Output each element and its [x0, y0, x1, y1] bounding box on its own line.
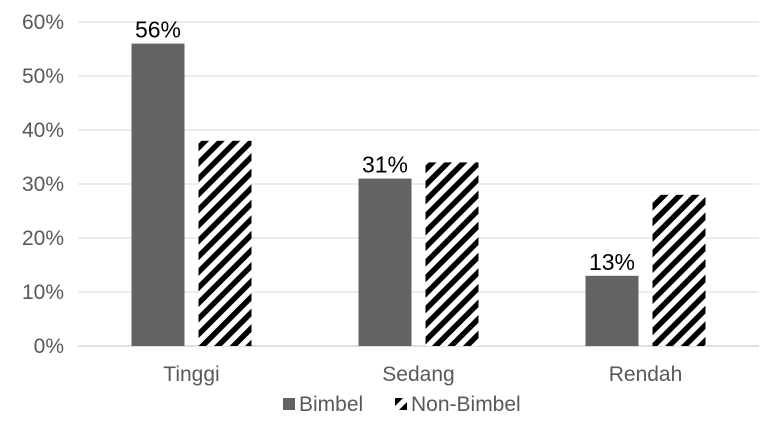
bar-bimbel — [131, 43, 185, 346]
data-label: 13% — [589, 249, 635, 275]
bar-non-bimbel — [198, 140, 252, 346]
y-tick-label: 30% — [22, 173, 64, 196]
legend-swatch-non-bimbel — [395, 398, 407, 410]
y-tick-label: 40% — [22, 119, 64, 142]
y-tick-label: 60% — [22, 11, 64, 34]
legend-swatch-bimbel — [283, 398, 295, 410]
bar-non-bimbel — [425, 162, 479, 346]
data-label: 31% — [362, 152, 408, 178]
bar-non-bimbel — [652, 194, 706, 346]
x-axis-categories: Tinggi Sedang Rendah — [163, 363, 682, 386]
bar-bimbel — [358, 178, 412, 346]
category-label: Rendah — [609, 363, 683, 386]
legend: Bimbel Non-Bimbel — [283, 393, 521, 416]
bars — [131, 43, 706, 346]
data-label: 56% — [135, 17, 181, 43]
bar-bimbel — [585, 275, 639, 346]
y-tick-label: 10% — [22, 281, 64, 304]
y-tick-label: 20% — [22, 227, 64, 250]
y-tick-label: 0% — [34, 335, 64, 358]
legend-label-bimbel: Bimbel — [299, 393, 363, 416]
legend-label-non-bimbel: Non-Bimbel — [411, 393, 521, 416]
y-axis-ticks: 0% 10% 20% 30% 40% 50% 60% — [22, 11, 64, 358]
gridlines — [78, 21, 759, 347]
data-labels: 56% 31% 13% — [135, 17, 635, 275]
category-label: Sedang — [382, 363, 454, 386]
y-tick-label: 50% — [22, 65, 64, 88]
category-label: Tinggi — [163, 363, 219, 386]
